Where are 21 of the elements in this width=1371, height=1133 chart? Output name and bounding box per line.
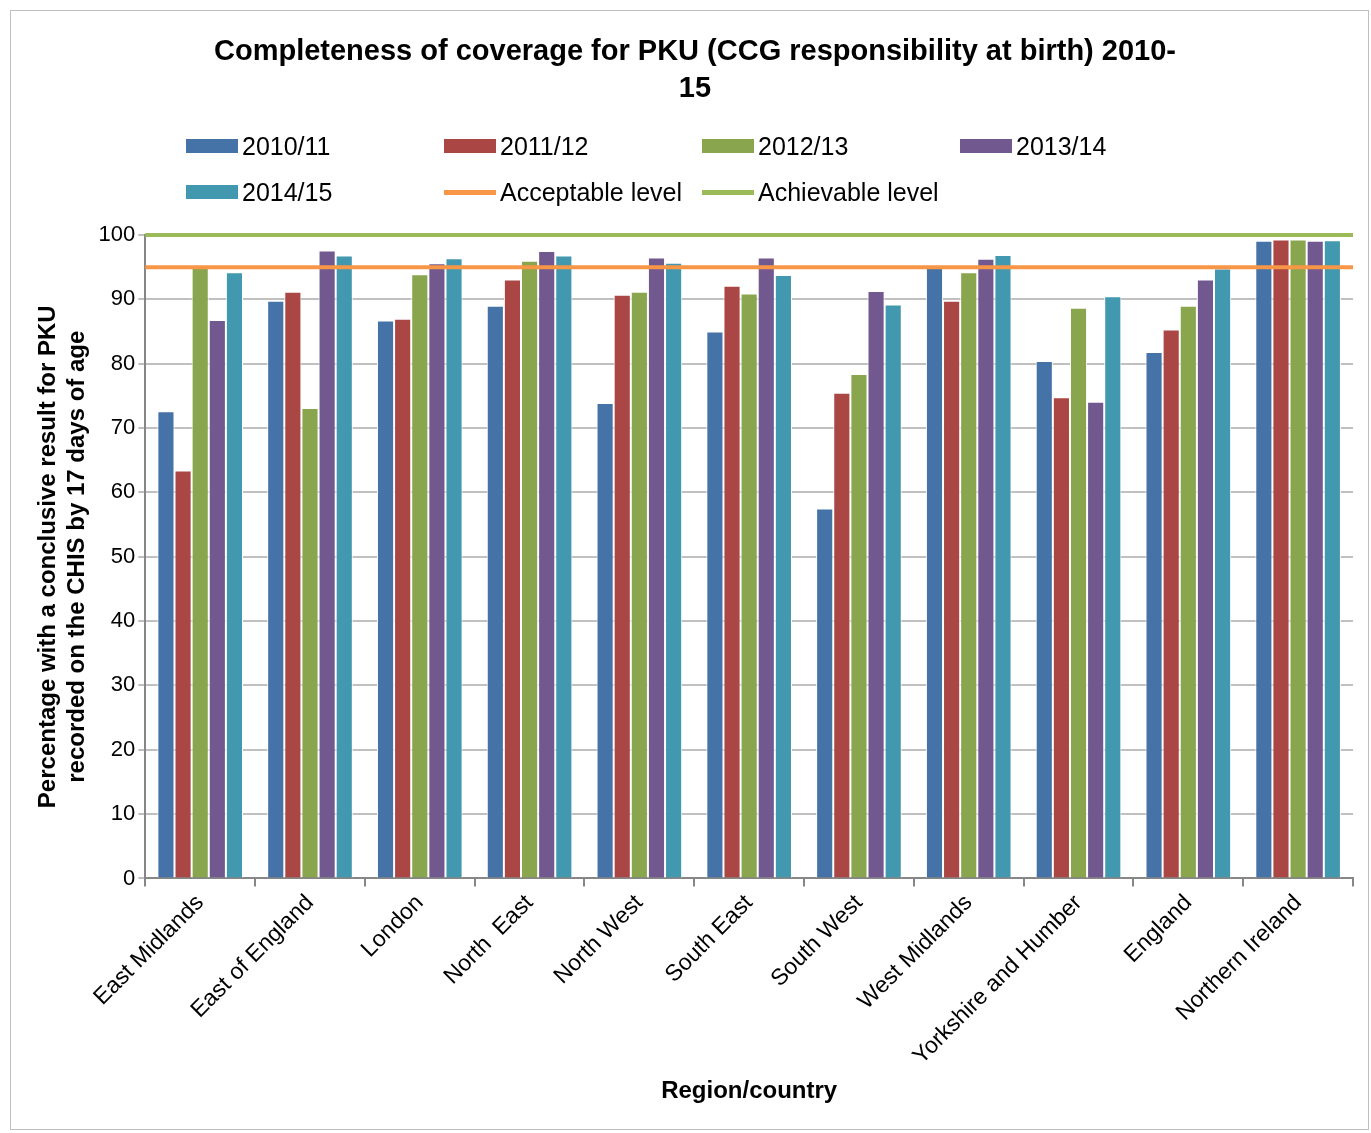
y-tick-label: 0 [123,864,136,890]
y-tick-label: 90 [110,285,136,311]
chart-title: Completeness of coverage for PKU (CCG responsibility at birth) 2010-15 [212,33,1177,105]
y-tick-label: 80 [110,349,136,375]
legend-label: 2013/14 [1015,130,1108,162]
legend-label: Achievable level [757,176,940,208]
legend-label: 2012/13 [757,130,850,162]
y-tick-label: 50 [110,542,136,568]
y-tick-label: 60 [110,478,136,504]
y-tick-label: 40 [110,607,136,633]
y-tick-label: 70 [110,414,136,440]
legend-label: 2011/12 [499,130,590,162]
y-tick-label: 100 [98,221,136,247]
y-tick-label: 20 [110,735,136,761]
y-axis-title: Percentage with a conclusive result for PKU recorded on the CHIS by 17 days of age [33,305,89,809]
legend-label: Acceptable level [499,176,684,208]
legend-label: 2010/11 [241,130,332,162]
x-axis-title: Region/country [661,1076,838,1104]
y-tick-label: 30 [110,671,136,697]
legend-label: 2014/15 [241,176,334,208]
y-tick-label: 10 [110,800,136,826]
